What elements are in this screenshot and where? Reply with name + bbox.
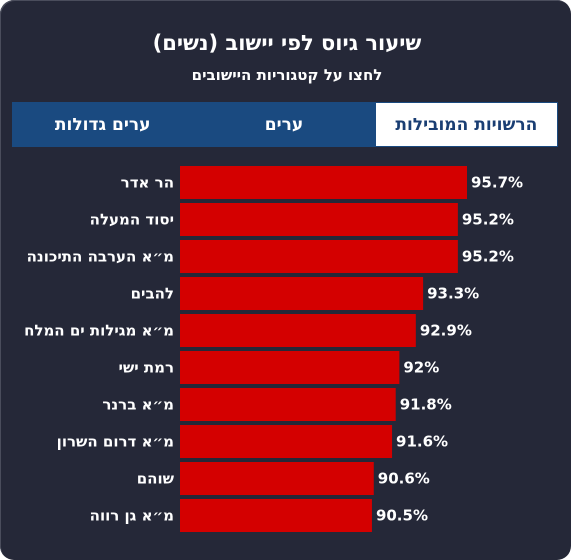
category-label: מ״א מגילות ים המלח	[24, 322, 174, 340]
category-tabs: ערים גדולות ערים הרשויות המובילות	[12, 102, 558, 147]
category-label: מ״א ברנר	[102, 396, 174, 414]
bar[interactable]	[180, 499, 372, 532]
category-label: יסוד המעלה	[90, 211, 174, 229]
value-label: 90.5%	[376, 507, 428, 525]
bar[interactable]	[180, 351, 400, 384]
category-label: מ״א דרום השרון	[57, 433, 174, 451]
value-label: 91.8%	[400, 396, 452, 414]
value-label: 95.2%	[462, 211, 514, 229]
category-label: רמת ישי	[118, 359, 174, 377]
tab-leading-authorities[interactable]: הרשויות המובילות	[374, 102, 558, 147]
category-label: מ״א גן רווה	[90, 507, 174, 525]
page-subtitle: לחצו על קטגוריות היישובים	[191, 66, 383, 84]
bar[interactable]	[180, 314, 416, 347]
bar-chart: 95.7% הר אדר 95.2% יסוד המעלה 95.2% מ״א הערבה…	[24, 166, 523, 532]
value-label: 91.6%	[396, 433, 448, 451]
page-title: שיעור גיוס לפי יישוב (נשים)	[152, 31, 422, 55]
value-label: 95.2%	[462, 248, 514, 266]
value-label: 92.9%	[420, 322, 472, 340]
bar[interactable]	[180, 277, 424, 310]
category-label: מ״א הערבה התיכונה	[27, 248, 174, 266]
category-label: שוהם	[137, 470, 175, 488]
bar[interactable]	[180, 388, 396, 421]
value-label: 92%	[403, 359, 439, 377]
value-label: 93.3%	[427, 285, 479, 303]
tab-big-cities[interactable]: ערים גדולות	[12, 102, 194, 147]
bar[interactable]	[180, 462, 374, 495]
bar[interactable]	[180, 203, 458, 236]
bar[interactable]	[180, 240, 458, 273]
category-label: הר אדר	[121, 174, 174, 192]
category-label: להבים	[131, 285, 174, 303]
value-label: 95.7%	[471, 174, 523, 192]
bar[interactable]	[180, 166, 467, 199]
tab-cities[interactable]: ערים	[193, 102, 375, 147]
value-label: 90.6%	[378, 470, 430, 488]
bar[interactable]	[180, 425, 393, 458]
